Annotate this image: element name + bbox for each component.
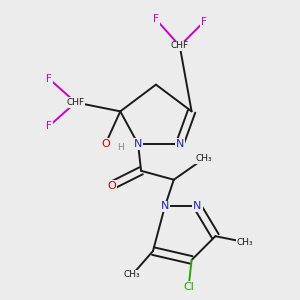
Text: F: F [46, 74, 52, 84]
Text: F: F [153, 14, 159, 24]
Text: N: N [134, 139, 142, 149]
Text: H: H [117, 142, 124, 152]
Text: O: O [101, 139, 110, 149]
Text: CH₃: CH₃ [195, 154, 212, 164]
Text: O: O [107, 181, 116, 191]
Text: N: N [194, 202, 202, 212]
Text: CHF: CHF [171, 41, 189, 50]
Text: N: N [176, 139, 184, 149]
Text: N: N [161, 202, 169, 212]
Text: F: F [201, 17, 206, 27]
Text: CH₃: CH₃ [237, 238, 254, 247]
Text: CH₃: CH₃ [124, 270, 140, 279]
Text: CHF: CHF [67, 98, 85, 107]
Text: Cl: Cl [183, 282, 194, 292]
Text: F: F [46, 121, 52, 131]
